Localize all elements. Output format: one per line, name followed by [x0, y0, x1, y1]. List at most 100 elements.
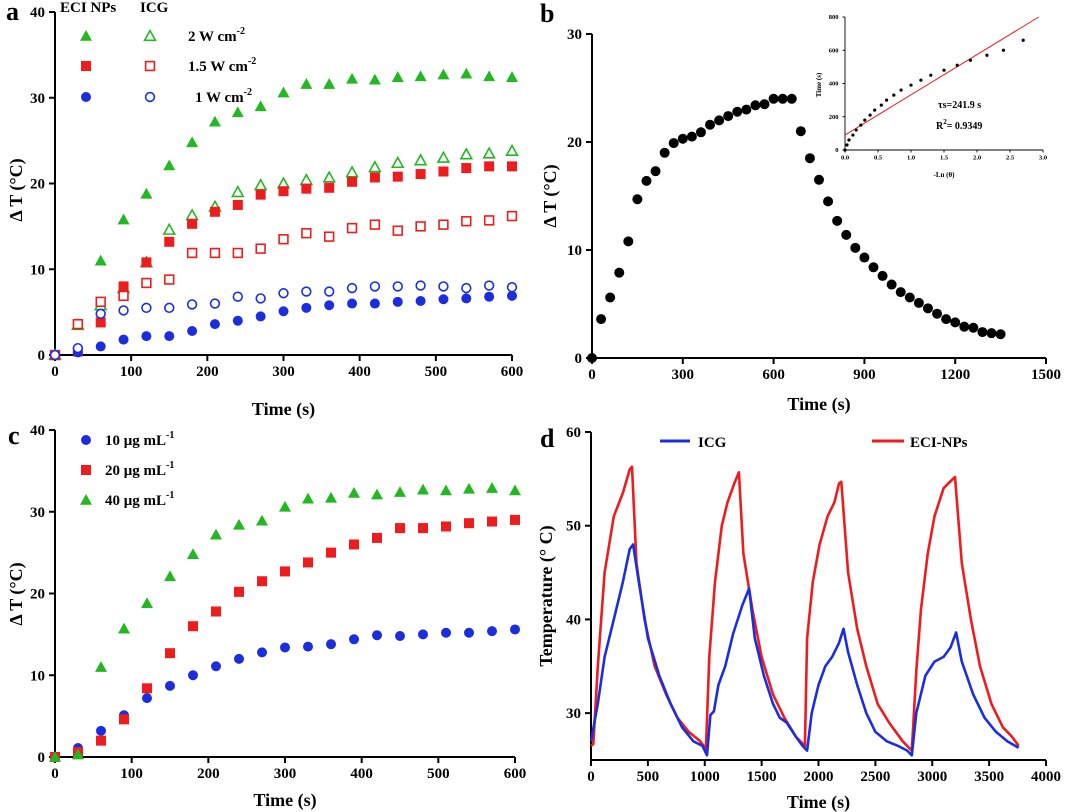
x-axis-title: Time (s): [787, 792, 850, 812]
data-point: [279, 500, 291, 512]
data-point: [299, 173, 314, 186]
data-point: [510, 514, 520, 525]
y-tick-label: 30: [30, 505, 45, 521]
x-tick-label: 900: [853, 367, 876, 383]
data-point: [165, 648, 175, 659]
data-point: [95, 341, 106, 352]
data-point: [368, 160, 382, 173]
data-point: [162, 222, 177, 235]
data-point: [759, 99, 770, 110]
y-tick-label: 10: [30, 262, 45, 278]
data-point: [832, 215, 843, 226]
data-point: [186, 247, 198, 259]
data-point: [823, 196, 834, 207]
inset-data-point: [1021, 38, 1025, 42]
x-tick-label: 600: [762, 367, 785, 383]
x-axis-title: Time (s): [253, 790, 316, 811]
series-eci-nps-2-w-cm-2: [49, 67, 518, 360]
data-point: [234, 653, 244, 664]
data-point: [950, 317, 961, 328]
data-point: [188, 621, 198, 632]
legend-header-icg: ICG: [140, 0, 169, 16]
data-point: [968, 322, 979, 333]
data-point: [278, 288, 289, 299]
data-point: [461, 163, 472, 174]
panel-letter-d: d: [540, 424, 555, 453]
y-tick-label: 30: [566, 706, 581, 722]
data-point: [507, 161, 517, 172]
inset-data-point: [884, 98, 889, 102]
data-point: [141, 277, 152, 289]
legend-marker: [81, 465, 91, 475]
x-axis-title: Time (s): [787, 394, 850, 415]
data-point: [346, 72, 359, 84]
data-point: [460, 67, 473, 79]
x-tick-label: 1200: [940, 367, 970, 383]
data-point: [587, 353, 597, 363]
data-point: [95, 296, 106, 308]
data-point: [232, 291, 244, 302]
data-point: [164, 236, 175, 247]
data-point: [461, 216, 472, 227]
data-point: [395, 523, 405, 534]
panel-letter-a: a: [6, 0, 19, 26]
inset-data-point: [854, 128, 858, 132]
x-tick-label: 500: [637, 769, 660, 785]
data-point: [95, 661, 107, 672]
data-point: [705, 119, 716, 130]
data-point: [686, 131, 697, 142]
data-point: [922, 303, 933, 314]
data-point: [256, 514, 268, 526]
fit-line: [844, 16, 1039, 136]
data-point: [461, 282, 472, 294]
data-point: [614, 267, 625, 278]
x-tick-label: 200: [197, 766, 220, 782]
data-point: [392, 225, 403, 236]
x-tick-label: 1.5: [940, 155, 949, 162]
data-point: [187, 548, 199, 560]
x-tick-label: 0: [588, 367, 596, 383]
data-point: [234, 586, 244, 597]
data-point: [484, 161, 495, 172]
data-point: [650, 166, 661, 177]
data-point: [904, 292, 915, 303]
chart-panel-d: 0 500 1000 1500 2000 2500 3000 3500 4000 30 40 50 60…: [536, 425, 1061, 812]
data-point: [483, 280, 495, 291]
data-point: [208, 115, 221, 127]
data-point: [941, 314, 952, 325]
data-point: [723, 111, 734, 122]
legend-label: 2 W cm-2: [188, 26, 245, 45]
inset-data-point: [919, 78, 923, 82]
data-point: [438, 281, 449, 292]
data-point: [255, 243, 266, 254]
series-square: [50, 514, 520, 762]
series-eci-nps-1-5-w-cm-2: [50, 161, 517, 360]
x-tick-label: 300: [274, 766, 297, 782]
data-point: [118, 334, 129, 345]
x-tick-label: 3.0: [1039, 155, 1047, 162]
data-point: [482, 146, 496, 159]
legend-label: 20 μg mL-1: [105, 460, 174, 479]
inset-data-point: [851, 133, 855, 137]
x-tick-label: 0.0: [841, 155, 849, 162]
data-point: [392, 296, 403, 307]
data-point: [995, 329, 1006, 340]
data-point: [303, 641, 313, 652]
panel-letter-c: c: [8, 421, 20, 450]
data-point: [326, 639, 336, 650]
x-tick-label: 500: [425, 364, 448, 380]
inset-data-point: [892, 93, 896, 97]
y-tick-label: 0: [835, 147, 838, 154]
y-tick-label: 0: [38, 750, 46, 766]
y-tick-label: 800: [829, 14, 839, 21]
data-point: [301, 228, 312, 239]
data-point: [392, 171, 403, 182]
data-point: [641, 175, 652, 186]
x-tick-label: 1500: [747, 769, 777, 785]
data-point: [677, 133, 688, 144]
legend-marker: [144, 60, 156, 72]
chart-panel-c: 0 100 200 300 400 500 600 0 10 20 30 40 Time (s) Δ T …: [6, 423, 526, 811]
panel-letter-b: b: [540, 0, 554, 28]
data-point: [346, 282, 358, 294]
